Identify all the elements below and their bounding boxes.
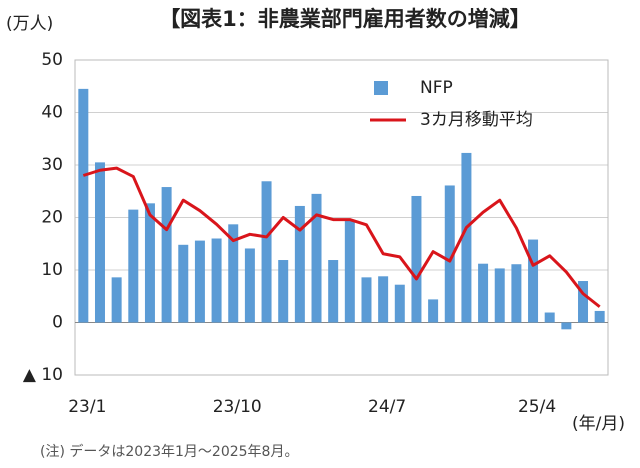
legend-label: 3カ月移動平均 — [420, 110, 533, 130]
bar — [428, 299, 439, 323]
y-tick-label: 40 — [41, 103, 63, 123]
bar — [161, 187, 172, 323]
bar — [278, 260, 289, 323]
bar — [228, 224, 239, 323]
bar — [411, 195, 422, 323]
x-axis-label: (年/月) — [572, 414, 625, 434]
bar — [444, 185, 455, 323]
bar — [478, 263, 489, 323]
chart-title: 【図表1：非農業部門雇用者数の増減】 — [159, 7, 531, 31]
legend-swatch — [374, 81, 388, 95]
y-tick-label: 30 — [41, 155, 63, 175]
bar — [294, 205, 305, 323]
bar — [211, 238, 222, 323]
bar — [94, 162, 105, 323]
bar — [361, 277, 372, 323]
y-tick-label: 20 — [41, 208, 63, 228]
bar — [511, 264, 522, 323]
bar — [128, 209, 139, 323]
bar — [561, 322, 572, 330]
y-tick-label: 10 — [41, 260, 63, 280]
bar — [528, 239, 539, 323]
y-tick-label: 50 — [41, 50, 63, 70]
bar — [261, 181, 272, 323]
x-tick-label: 23/1 — [68, 397, 106, 417]
y-tick-label: ▲ 10 — [23, 365, 63, 385]
note: (注) データは2023年1月～2025年8月。 — [40, 443, 298, 460]
bar — [394, 284, 405, 323]
bar — [194, 240, 205, 323]
bar — [344, 220, 355, 323]
legend-label: NFP — [420, 78, 453, 98]
bar — [78, 88, 89, 323]
plot-frame — [74, 59, 609, 376]
y-tick-label: 0 — [52, 313, 63, 333]
bar — [378, 276, 389, 323]
y-axis-label: (万人) — [6, 14, 53, 34]
x-tick-label: 23/10 — [213, 397, 262, 417]
line — [82, 166, 601, 308]
bar — [178, 244, 189, 323]
bar — [328, 260, 339, 323]
bar — [144, 203, 155, 323]
bar — [494, 268, 505, 323]
x-tick-label: 25/4 — [518, 397, 556, 417]
bar — [244, 248, 255, 323]
bar — [461, 152, 472, 323]
x-tick-label: 24/7 — [368, 397, 406, 417]
bar — [578, 281, 589, 323]
bar — [111, 277, 122, 323]
bar — [311, 193, 322, 323]
bar — [594, 310, 605, 323]
bar — [544, 312, 555, 323]
